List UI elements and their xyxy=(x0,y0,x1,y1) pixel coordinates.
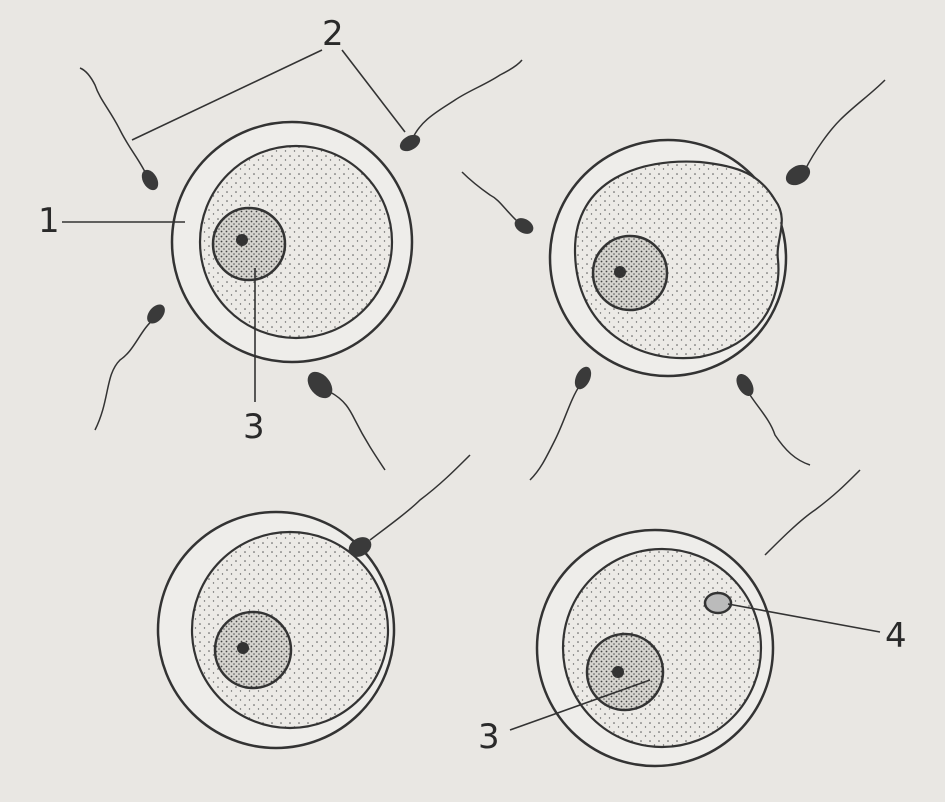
egg xyxy=(170,120,414,364)
sperm xyxy=(79,59,886,557)
label: 2 xyxy=(322,14,344,54)
egg xyxy=(548,138,788,378)
label: 1 xyxy=(38,201,60,241)
label: 4 xyxy=(885,616,907,656)
egg xyxy=(156,510,396,750)
label: 3 xyxy=(243,407,265,447)
egg xyxy=(535,528,775,768)
label: 3 xyxy=(478,717,500,757)
leader-lines xyxy=(62,49,881,731)
